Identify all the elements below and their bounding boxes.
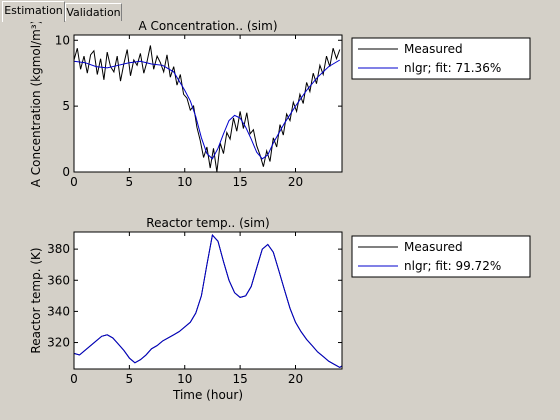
series-line-model — [73, 234, 343, 368]
plot-frame — [73, 34, 343, 173]
y-tick-label: 340 — [47, 304, 70, 318]
x-tick-label: 0 — [70, 175, 78, 189]
y-axis-label: Reactor temp. (K) — [29, 247, 43, 353]
x-tick-label: 15 — [232, 372, 247, 386]
x-axis-label: Time (hour) — [172, 388, 243, 402]
y-tick-label: 380 — [47, 242, 70, 256]
plot-area-2 — [73, 231, 343, 370]
legend-box — [351, 37, 531, 80]
tab-estimation[interactable]: Estimation — [2, 1, 65, 22]
plot-frame — [73, 231, 343, 370]
tab-validation[interactable]: Validation — [65, 3, 122, 21]
y-tick-label: 360 — [47, 273, 70, 287]
legend-label: Measured — [404, 240, 463, 254]
series-line-model — [73, 59, 341, 160]
y-axis-label: A Concentration (kgmol/m³) — [29, 20, 43, 188]
legend-label: Measured — [404, 42, 463, 56]
chart-title: Reactor temp.. (sim) — [146, 216, 269, 230]
x-tick-label: 10 — [177, 175, 192, 189]
legend-box — [351, 235, 531, 278]
legend-label: nlgr; fit: 99.72% — [404, 259, 501, 273]
y-tick-label: 5 — [62, 99, 70, 113]
y-tick-label: 320 — [47, 336, 70, 350]
x-tick-label: 0 — [70, 372, 78, 386]
legend-label: nlgr; fit: 71.36% — [404, 61, 501, 75]
chart-title: A Concentration.. (sim) — [139, 19, 278, 33]
x-tick-label: 20 — [288, 372, 303, 386]
x-tick-label: 20 — [288, 175, 303, 189]
series-line-measured — [73, 45, 341, 173]
x-tick-label: 10 — [177, 372, 192, 386]
x-tick-label: 5 — [126, 175, 134, 189]
y-tick-label: 10 — [55, 33, 70, 47]
y-tick-label: 0 — [62, 165, 70, 179]
x-tick-label: 5 — [126, 372, 134, 386]
x-tick-label: 15 — [232, 175, 247, 189]
